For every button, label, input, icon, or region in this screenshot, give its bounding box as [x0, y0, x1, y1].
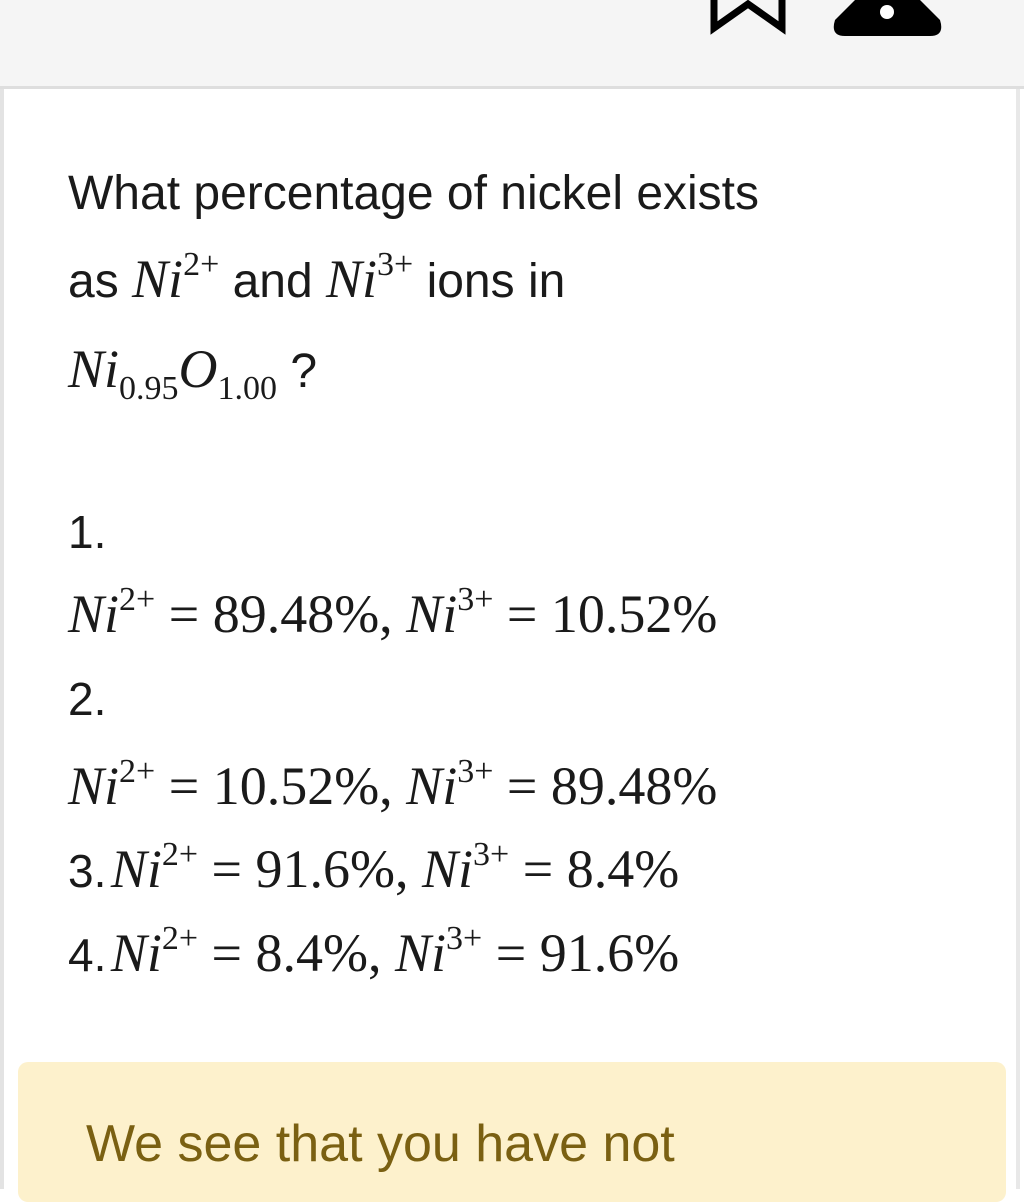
ion-symbol: Ni [422, 839, 474, 899]
option-number: 2. [68, 673, 107, 725]
text: as [68, 255, 133, 308]
nickel-symbol: Ni [68, 339, 120, 399]
charge: 2+ [119, 581, 156, 618]
ni3-percent: 91.6% [539, 923, 680, 983]
charge: 2+ [161, 920, 199, 957]
text: and [219, 255, 327, 308]
option-expression: Ni2+ = 8.4%, Ni3+ = 91.6% [110, 920, 680, 984]
charge: 2+ [119, 753, 156, 790]
oxygen-symbol: O [178, 339, 218, 399]
ion-symbol: Ni [68, 584, 120, 644]
ion-symbol: Ni [68, 756, 120, 816]
option-1-expression[interactable]: Ni2+ = 89.48%, Ni3+ = 10.52% [68, 583, 717, 645]
top-bar [0, 0, 1024, 89]
ion-symbol: Ni [406, 756, 458, 816]
option-expression: Ni2+ = 91.6%, Ni3+ = 8.4% [110, 836, 680, 900]
question-line-2: as Ni2+ and Ni3+ ions in [68, 248, 566, 309]
option-number: 4. [68, 929, 107, 981]
ion-symbol: Ni [395, 923, 447, 983]
option-expression: Ni2+ = 89.48%, Ni3+ = 10.52% [68, 581, 718, 645]
ion-symbol: Ni [110, 923, 162, 983]
question-line-1: What percentage of nickel exists [68, 167, 760, 220]
ni3-percent: 8.4% [566, 839, 680, 899]
bookmark-icon[interactable] [710, 0, 786, 36]
subscript: 1.00 [217, 370, 278, 407]
option-2[interactable]: 2. [68, 672, 106, 726]
ni2-percent: 10.52% [212, 756, 380, 816]
ion-symbol: Ni [110, 839, 162, 899]
question-card [0, 89, 1020, 1189]
ni3-percent: 10.52% [550, 584, 718, 644]
question-formula: Ni0.95O1.00 ? [68, 339, 318, 406]
charge: 3+ [457, 753, 494, 790]
option-number: 3. [68, 845, 107, 897]
charge: 3+ [457, 581, 494, 618]
subscript: 0.95 [119, 370, 179, 407]
notice-text: We see that you have not [86, 1115, 675, 1173]
option-2-expression[interactable]: Ni2+ = 10.52%, Ni3+ = 89.48% [68, 755, 717, 817]
option-number: 1. [68, 506, 107, 558]
ion-symbol: Ni [406, 584, 458, 644]
charge: 3+ [446, 920, 483, 957]
option-4[interactable]: 4. Ni2+ = 8.4%, Ni3+ = 91.6% [68, 922, 679, 984]
ni2-percent: 8.4% [255, 923, 368, 983]
ni3-percent: 89.48% [550, 756, 718, 816]
ion-symbol: Ni [326, 249, 378, 309]
option-3[interactable]: 3. Ni2+ = 91.6%, Ni3+ = 8.4% [68, 838, 679, 900]
charge: 2+ [183, 246, 220, 283]
charge: 2+ [161, 836, 199, 873]
ni2-percent: 91.6% [255, 839, 395, 899]
ni2-percent: 89.48% [212, 584, 380, 644]
charge: 3+ [377, 246, 414, 283]
charge: 3+ [473, 836, 510, 873]
notice-banner: We see that you have not [18, 1062, 1006, 1202]
text: ? [277, 345, 318, 398]
text: ions in [413, 255, 566, 308]
option-1[interactable]: 1. [68, 505, 106, 559]
warning-triangle-icon[interactable] [830, 0, 945, 40]
option-expression: Ni2+ = 10.52%, Ni3+ = 89.48% [68, 753, 718, 817]
ion-symbol: Ni [132, 249, 184, 309]
